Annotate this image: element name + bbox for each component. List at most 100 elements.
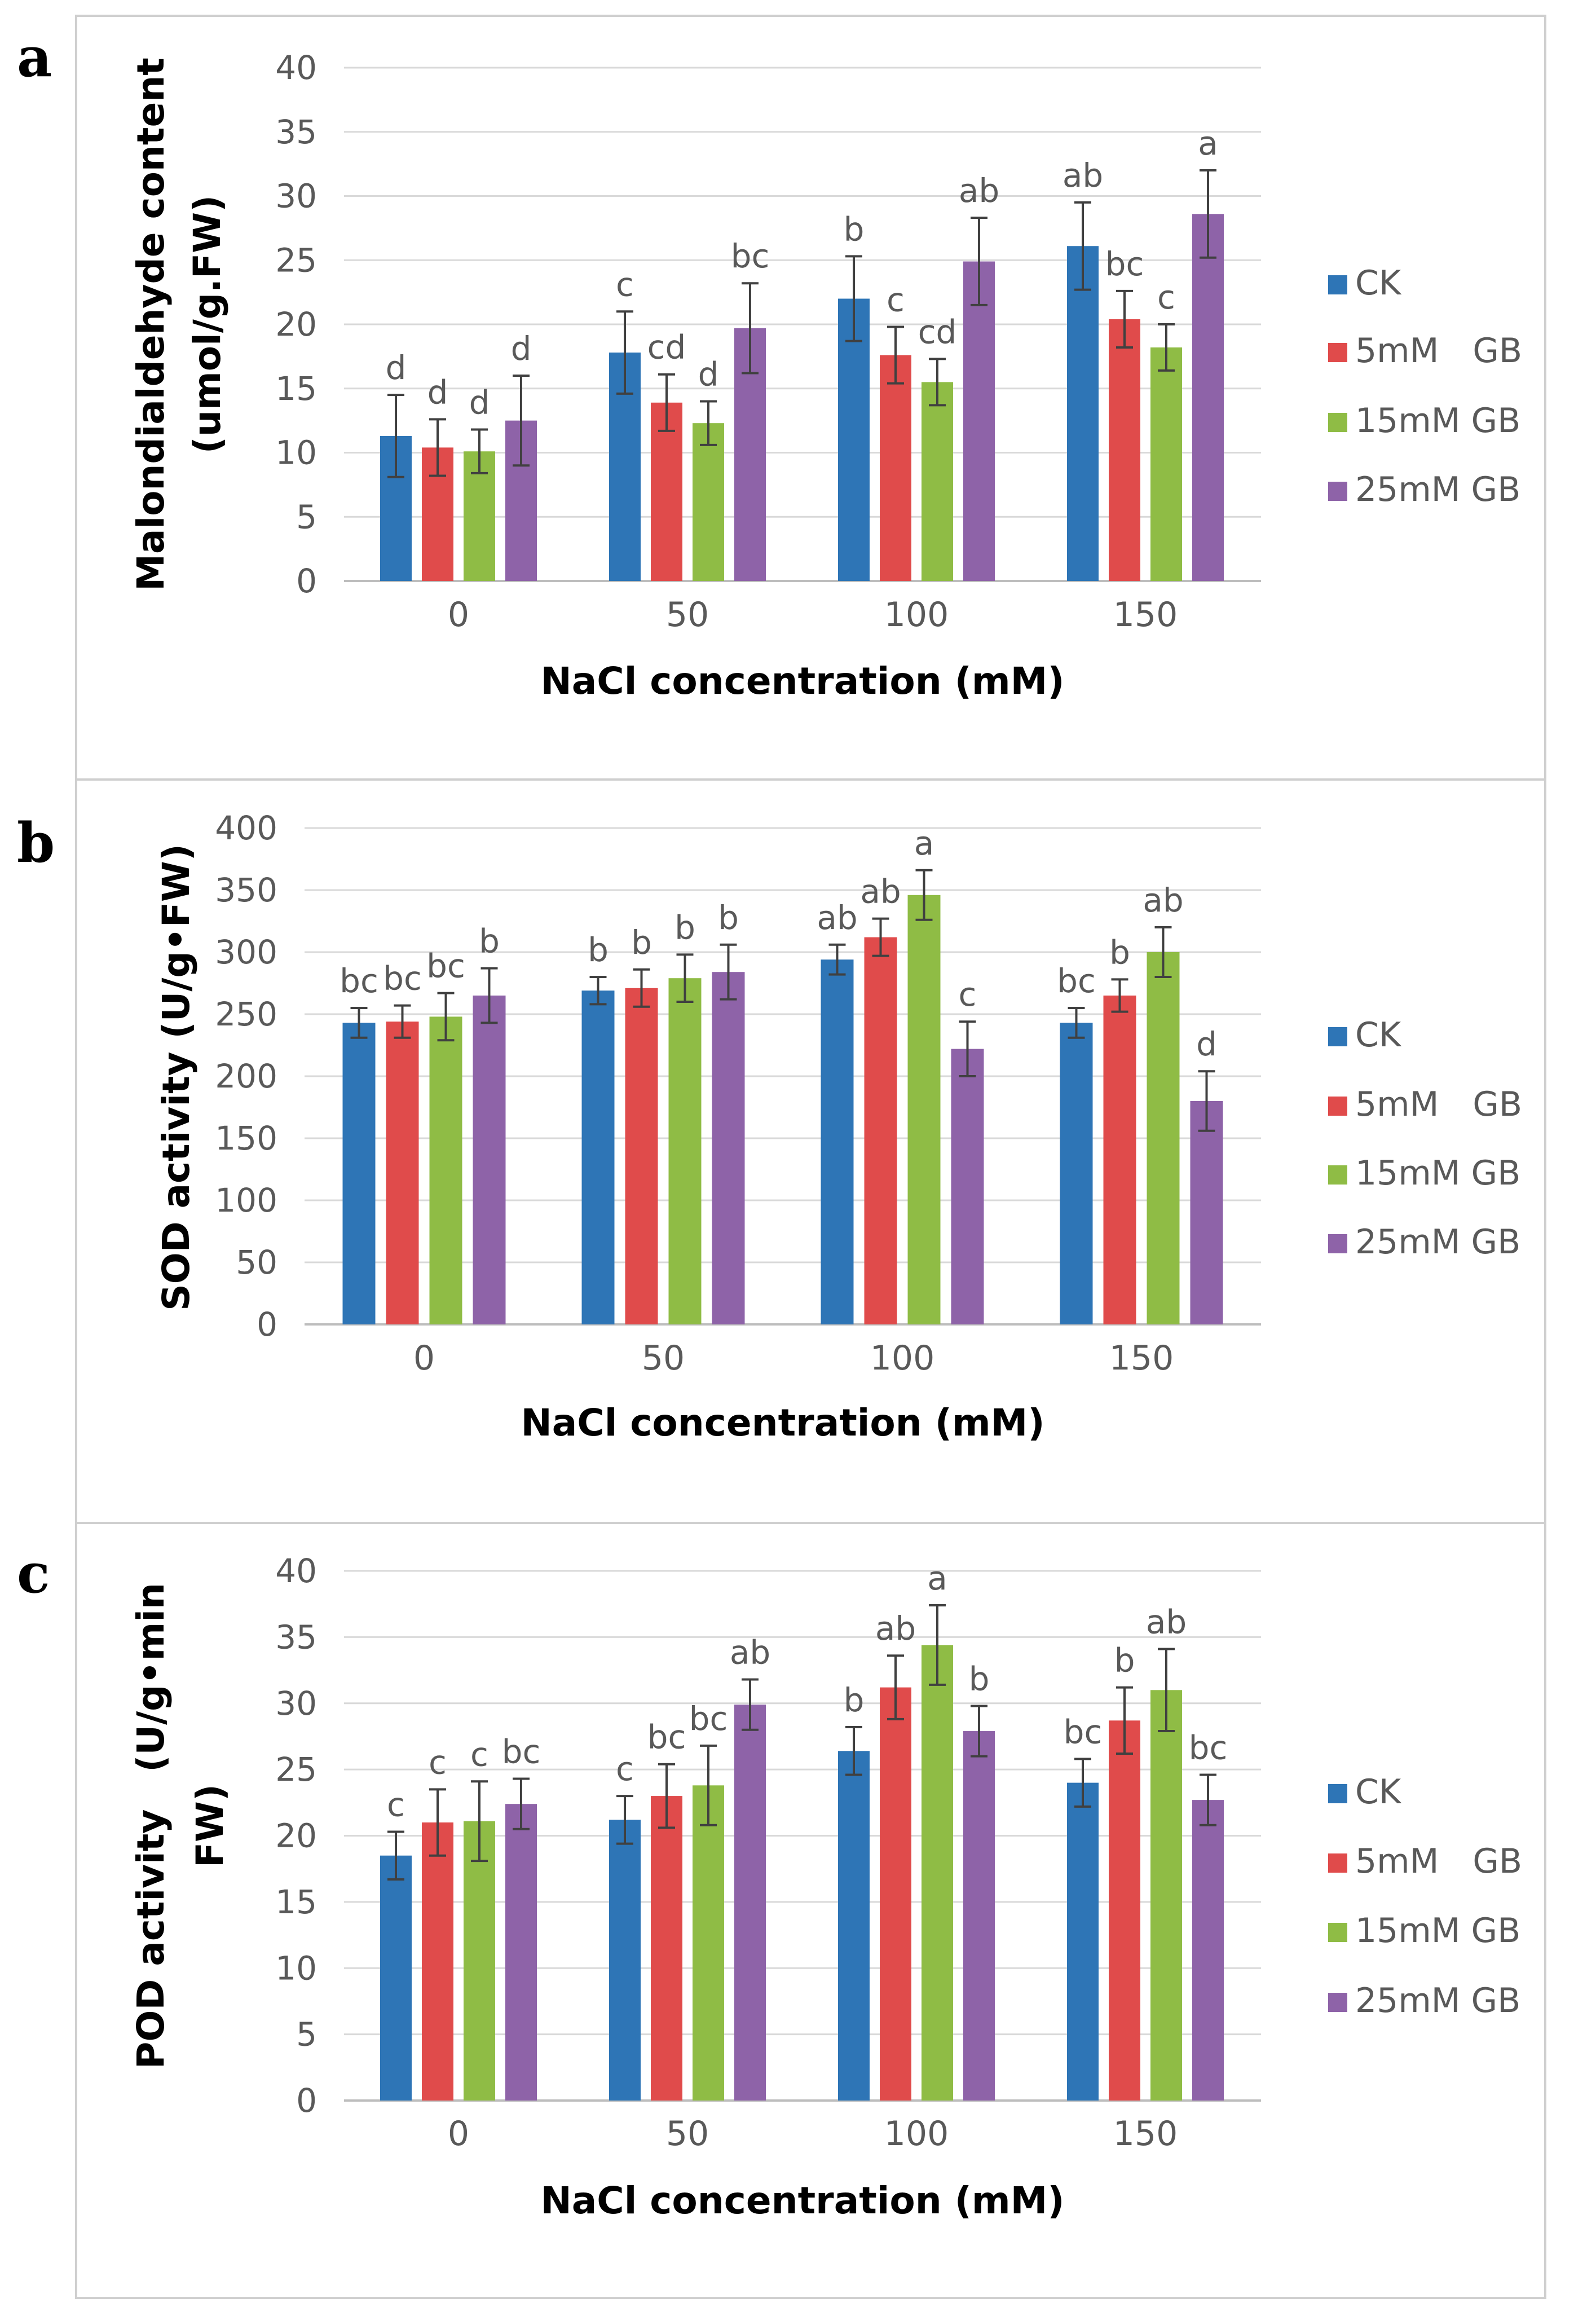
y-tick-label: 150 bbox=[215, 1119, 277, 1157]
error-bar bbox=[1068, 1007, 1085, 1039]
error-bar bbox=[700, 1744, 717, 1826]
y-tick-label: 0 bbox=[257, 1305, 277, 1344]
legend-label: 25mM GB bbox=[1355, 1981, 1520, 2020]
bar-b-0-s3 bbox=[473, 996, 506, 1324]
significance-label: d bbox=[469, 384, 490, 422]
significance-label: b bbox=[674, 908, 695, 946]
significance-label: a bbox=[914, 824, 934, 862]
legend-label: 5mM GB bbox=[1355, 1085, 1522, 1124]
significance-label: d bbox=[386, 349, 407, 387]
legend-label: 15mM GB bbox=[1355, 401, 1520, 441]
legend-swatch bbox=[1328, 343, 1347, 362]
bar-c-0-s1 bbox=[422, 1822, 453, 2101]
significance-label: bc bbox=[1057, 962, 1096, 1000]
significance-label: bc bbox=[1189, 1729, 1228, 1767]
significance-label: ab bbox=[1146, 1603, 1187, 1641]
bar-c-100-s0 bbox=[838, 1751, 870, 2101]
y-tick-label: 250 bbox=[215, 995, 277, 1033]
significance-label: b bbox=[969, 1659, 990, 1698]
significance-label: c bbox=[470, 1735, 488, 1773]
significance-label: bc bbox=[502, 1733, 541, 1771]
x-tick-label: 100 bbox=[884, 595, 949, 635]
error-bar bbox=[616, 1795, 633, 1845]
x-tick-label: 50 bbox=[666, 2114, 709, 2154]
error-bar bbox=[872, 917, 889, 957]
bar-a-150-s1 bbox=[1109, 319, 1140, 581]
y-tick-label: 0 bbox=[296, 562, 317, 600]
error-bar bbox=[929, 1604, 946, 1686]
bar-a-150-s2 bbox=[1150, 347, 1182, 581]
y-tick-label: 40 bbox=[275, 49, 317, 87]
significance-label: c bbox=[616, 265, 634, 303]
error-bar bbox=[1158, 1648, 1175, 1733]
error-bar bbox=[437, 992, 455, 1042]
panel-letter: a bbox=[17, 25, 52, 89]
bar-c-150-s0 bbox=[1067, 1782, 1099, 2101]
x-tick-label: 0 bbox=[413, 1338, 435, 1378]
significance-label: d bbox=[1196, 1025, 1217, 1063]
bar-b-150-s2 bbox=[1147, 952, 1180, 1324]
x-axis-label: NaCl concentration (mM) bbox=[540, 659, 1064, 703]
significance-label: a bbox=[927, 1559, 947, 1597]
bar-b-50-s3 bbox=[712, 972, 745, 1324]
error-bar bbox=[513, 375, 530, 467]
x-tick-label: 0 bbox=[448, 595, 469, 635]
error-bar bbox=[658, 1763, 675, 1829]
legend: CK 5mM GB 15mM GB 25mM GB bbox=[1328, 1772, 1522, 2020]
significance-label: d bbox=[698, 355, 719, 394]
error-bar bbox=[845, 1726, 862, 1776]
significance-label: b bbox=[844, 210, 865, 248]
bar-a-50-s1 bbox=[651, 402, 682, 581]
error-bar bbox=[429, 1788, 446, 1857]
error-bar bbox=[845, 255, 862, 342]
significance-label: bc bbox=[647, 1718, 686, 1756]
panel-letter: c bbox=[17, 1542, 50, 1605]
bar-b-150-s3 bbox=[1190, 1101, 1223, 1324]
bar-b-100-s3 bbox=[951, 1049, 984, 1324]
legend-label: CK bbox=[1355, 1772, 1402, 1812]
significance-label: bc bbox=[1105, 245, 1144, 283]
legend-swatch bbox=[1328, 1784, 1347, 1803]
error-bar bbox=[1074, 201, 1091, 291]
legend-swatch bbox=[1328, 413, 1347, 432]
error-bar bbox=[720, 943, 737, 1001]
x-tick-label: 0 bbox=[448, 2114, 469, 2154]
significance-label: cd bbox=[918, 312, 957, 351]
error-bar bbox=[387, 1830, 404, 1881]
error-bar bbox=[971, 217, 987, 306]
bar-c-50-s3 bbox=[734, 1705, 766, 2101]
significance-label: b bbox=[588, 931, 609, 969]
error-bar bbox=[959, 1020, 976, 1077]
bar-c-0-s2 bbox=[464, 1821, 495, 2101]
bar-c-50-s2 bbox=[693, 1785, 724, 2101]
error-bar bbox=[471, 428, 488, 474]
significance-label: b bbox=[631, 923, 652, 962]
bar-a-50-s2 bbox=[693, 423, 724, 581]
bar-c-50-s1 bbox=[651, 1796, 682, 2101]
significance-label: bc bbox=[340, 962, 378, 1000]
error-bar bbox=[616, 310, 633, 395]
significance-label: c bbox=[959, 975, 977, 1014]
legend-label: 25mM GB bbox=[1355, 1222, 1520, 1262]
bar-b-0-s1 bbox=[386, 1021, 419, 1324]
bar-c-50-s0 bbox=[609, 1820, 641, 2101]
y-axis-label: Malondialdehyde content bbox=[129, 58, 173, 591]
bar-b-150-s0 bbox=[1060, 1023, 1093, 1324]
error-bar bbox=[387, 394, 404, 478]
legend-swatch bbox=[1328, 1097, 1347, 1116]
error-bar bbox=[929, 358, 946, 407]
significance-label: b bbox=[1109, 933, 1130, 971]
significance-label: ab bbox=[1143, 881, 1183, 919]
error-bar bbox=[915, 869, 933, 921]
y-tick-label: 100 bbox=[215, 1181, 277, 1219]
significance-label: ab bbox=[1062, 156, 1103, 195]
error-bar bbox=[394, 1004, 411, 1039]
significance-label: bc bbox=[1064, 1712, 1103, 1751]
error-bar bbox=[1116, 289, 1133, 349]
error-bar bbox=[742, 1678, 759, 1731]
y-tick-label: 350 bbox=[215, 871, 277, 909]
